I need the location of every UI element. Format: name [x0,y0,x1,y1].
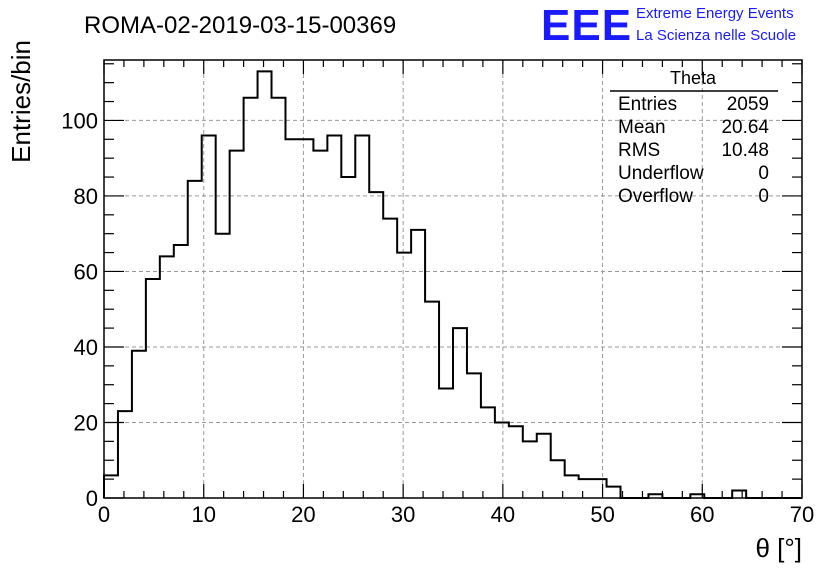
histogram-bin [537,434,551,498]
histogram-bin [509,426,523,498]
histogram-bin [216,234,230,498]
histogram-bin [132,351,146,498]
x-tick-label: 60 [690,502,714,527]
x-tick-label: 50 [590,502,614,527]
histogram-bin [341,177,355,498]
histogram-bin [495,422,509,498]
histogram-bin [593,479,607,498]
y-tick-label: 80 [74,184,98,209]
histogram-bin [202,136,216,498]
x-tick-label: 10 [191,502,215,527]
chart-title: ROMA-02-2019-03-15-00369 [84,12,396,39]
histogram-bin [244,98,258,498]
histogram-bin [607,487,621,498]
histogram-outline [103,70,802,499]
histogram-bin [397,253,411,498]
stats-row-value: 10.48 [721,140,769,161]
histogram-bin [411,230,425,498]
histogram-bin [327,136,341,498]
plot-frame [103,59,803,499]
stats-row-label: RMS [618,140,660,161]
histogram-bin [369,192,383,498]
histogram-bin [579,479,593,498]
histogram-bin [188,181,202,498]
histogram-bin [258,71,272,498]
histogram-bin [146,279,160,498]
eee-logo: EEE Extreme Energy Events La Scienza nel… [541,1,796,50]
histogram-bin [160,256,174,498]
stats-row-value: 0 [758,163,769,184]
stats-row-label: Underflow [618,163,704,184]
histogram-bin [230,151,244,498]
histogram-bin [355,136,369,498]
histogram-bin [523,441,537,498]
y-tick-label: 20 [74,410,98,435]
logo-line1: Extreme Energy Events [636,5,794,22]
stats-row-label: Overflow [618,186,693,207]
histogram-bin [299,139,313,498]
y-tick-label: 100 [61,108,98,133]
histogram-bin [453,328,467,498]
x-tick-label: 70 [790,502,814,527]
stats-row-value: 0 [758,186,769,207]
y-axis-label: Entries/bin [6,40,36,163]
logo-mark: EEE [541,1,632,50]
stats-row-label: Mean [618,117,666,138]
histogram-bin [118,411,132,498]
logo-line2: La Scienza nelle Scuole [636,27,796,44]
histogram-bin [732,490,746,498]
histogram-bin [481,407,495,498]
axis-ticks [103,60,803,499]
stats-row-label: Entries [618,94,677,115]
stats-row-value: 20.64 [721,117,769,138]
grid-lines [104,60,802,498]
histogram-bin [439,389,453,499]
x-tick-label: 40 [491,502,515,527]
x-tick-label: 0 [98,502,110,527]
histogram-bin [383,219,397,498]
histogram-bin [425,302,439,498]
axis-tick-labels: 0 10 20 30 40 50 60 70 0 20 40 60 80 100 [61,108,814,527]
histogram-bin [174,245,188,498]
stats-row-value: 2059 [727,94,769,115]
y-tick-label: 0 [86,486,98,511]
stats-title: Theta [670,68,717,88]
y-tick-label: 60 [74,259,98,284]
stats-box: Theta Entries 2059 Mean 20.64 RMS 10.48 Underf… [610,68,778,207]
histogram-bin [313,151,327,498]
histogram-series [103,70,802,499]
stats-rows: Entries 2059 Mean 20.64 RMS 10.48 Underflow 0 Ov… [618,94,769,207]
x-tick-label: 30 [391,502,415,527]
histogram-bin [285,139,299,498]
x-tick-label: 20 [291,502,315,527]
x-axis-label: θ [°] [755,533,802,563]
y-tick-label: 40 [74,335,98,360]
histogram-bin [272,98,286,498]
histogram-bin [565,475,579,498]
histogram-bin [467,373,481,498]
